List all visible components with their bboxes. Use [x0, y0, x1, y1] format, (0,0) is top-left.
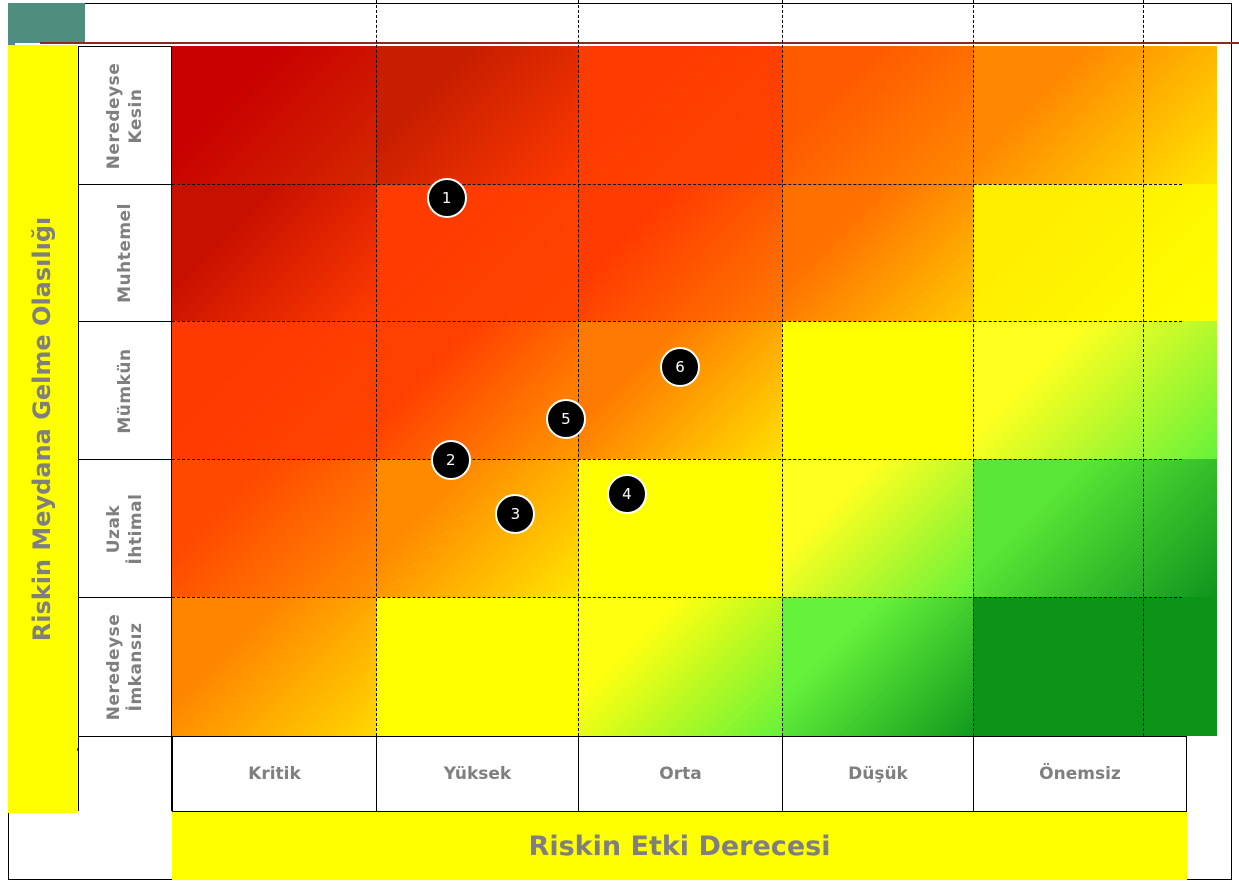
matrix-cell: [782, 46, 973, 184]
risk-matrix-grid: [172, 46, 1217, 736]
decorative-teal-block-top: [15, 3, 85, 43]
matrix-cell: [973, 46, 1217, 184]
likelihood-row-label-text: Neredeyse Kesin: [104, 62, 146, 169]
matrix-cell: [973, 459, 1217, 597]
y-axis-title: Riskin Meydana Gelme Olasılığı: [28, 216, 56, 642]
x-axis-title-bar: [172, 812, 1187, 880]
matrix-cell: [172, 46, 376, 184]
likelihood-row-label: Uzak İhtimal: [78, 459, 172, 597]
matrix-cell: [172, 459, 376, 597]
impact-column-label: Önemsiz: [973, 737, 1187, 811]
grid-divider-horizontal: [172, 184, 1182, 185]
matrix-cell: [782, 459, 973, 597]
likelihood-row-label-text: Uzak İhtimal: [104, 493, 146, 564]
grid-divider-vertical: [973, 0, 974, 736]
impact-column-label: Yüksek: [376, 737, 578, 811]
grid-divider-vertical: [578, 0, 579, 736]
matrix-cell: [782, 184, 973, 321]
likelihood-row-label: Neredeyse İmkansız: [78, 597, 172, 736]
matrix-cell: [376, 459, 578, 597]
risk-marker[interactable]: 3: [495, 494, 536, 535]
matrix-cell: [578, 597, 782, 736]
grid-divider-horizontal: [172, 459, 1182, 460]
matrix-cell: [578, 184, 782, 321]
impact-column-label: Orta: [578, 737, 782, 811]
matrix-cell: [973, 597, 1217, 736]
grid-divider-vertical: [1143, 0, 1144, 736]
likelihood-row-label-text: Mümkün: [115, 347, 135, 434]
risk-marker[interactable]: 6: [660, 346, 700, 387]
grid-divider-horizontal: [172, 597, 1182, 598]
row-label-corner: [78, 736, 172, 811]
matrix-cell: [376, 321, 578, 459]
risk-marker[interactable]: 4: [606, 473, 647, 514]
matrix-cell: [782, 597, 973, 736]
likelihood-row-label-text: Muhtemel: [115, 203, 135, 303]
decorative-red-line-top: [40, 42, 1239, 44]
matrix-cell: [172, 184, 376, 321]
y-axis-title-bar: [8, 45, 77, 813]
matrix-cell: [578, 459, 782, 597]
row-label-column: [78, 46, 172, 811]
matrix-cell: [782, 321, 973, 459]
impact-column-label: Düşük: [782, 737, 973, 811]
matrix-cell: [973, 184, 1217, 321]
matrix-cell: [172, 321, 376, 459]
x-axis-title: Riskin Etki Derecesi: [528, 830, 831, 862]
matrix-cell: [172, 597, 376, 736]
matrix-cell: [973, 321, 1217, 459]
likelihood-row-label: Mümkün: [78, 321, 172, 459]
matrix-cell: [376, 597, 578, 736]
impact-column-label: Kritik: [172, 737, 376, 811]
grid-divider-horizontal: [172, 321, 1182, 322]
impact-column-labels: Kritik Yüksek Orta Düşük Önemsiz: [172, 736, 1187, 812]
risk-marker[interactable]: 5: [545, 398, 586, 439]
risk-marker[interactable]: 2: [430, 440, 471, 481]
matrix-cell: [376, 46, 578, 184]
grid-divider-vertical: [376, 0, 377, 736]
matrix-cell: [578, 321, 782, 459]
matrix-cell: [376, 184, 578, 321]
matrix-cell: [578, 46, 782, 184]
likelihood-row-label: Muhtemel: [78, 184, 172, 321]
likelihood-row-label: Neredeyse Kesin: [78, 46, 172, 184]
likelihood-row-label-text: Neredeyse İmkansız: [104, 613, 146, 721]
risk-marker[interactable]: 1: [426, 177, 467, 218]
grid-divider-vertical: [782, 0, 783, 736]
